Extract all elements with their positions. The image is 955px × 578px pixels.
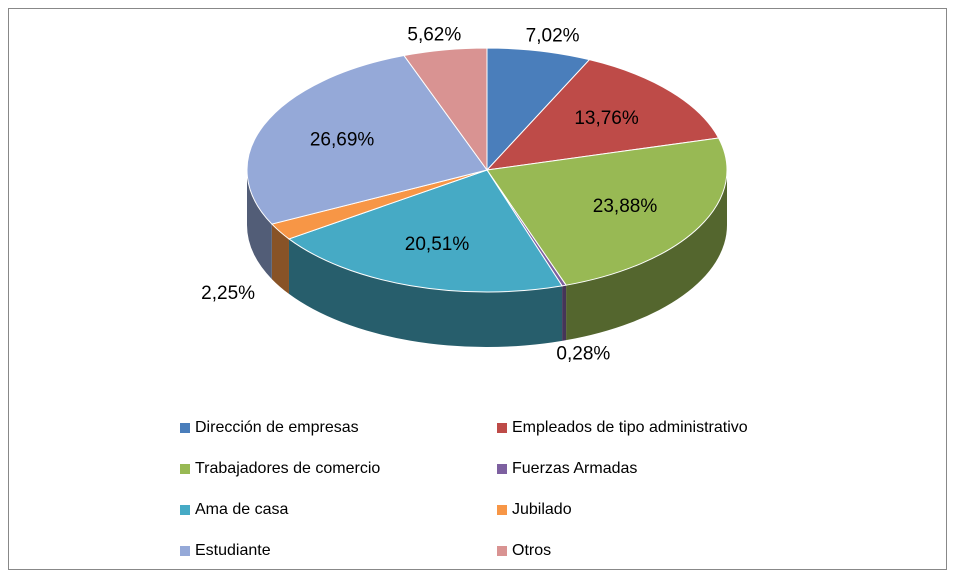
- legend-swatch: [497, 423, 507, 433]
- data-label: 26,69%: [310, 130, 375, 151]
- pie-slice: [486, 137, 728, 286]
- legend-swatch: [180, 505, 190, 515]
- pie-side: [271, 224, 289, 294]
- pie-side: [288, 238, 563, 347]
- legend-label: Estudiante: [195, 542, 271, 559]
- legend-label: Ama de casa: [195, 501, 288, 518]
- legend-swatch: [180, 546, 190, 556]
- data-label: 5,62%: [407, 24, 461, 45]
- legend-swatch: [180, 423, 190, 433]
- data-label: 20,51%: [405, 234, 470, 255]
- legend-swatch: [497, 464, 507, 474]
- data-label: 0,28%: [556, 343, 610, 364]
- data-label: 13,76%: [574, 108, 639, 129]
- data-label: 7,02%: [526, 26, 580, 47]
- pie-side: [247, 170, 272, 280]
- pie-slice: [486, 47, 591, 172]
- legend-label: Otros: [512, 542, 551, 559]
- data-label: 23,88%: [593, 196, 658, 217]
- legend-swatch: [180, 464, 190, 474]
- pie-slice: [287, 169, 563, 293]
- legend-swatch: [497, 505, 507, 515]
- data-label: 2,25%: [201, 283, 255, 304]
- pie-slice: [246, 54, 488, 225]
- legend-label: Dirección de empresas: [195, 419, 359, 436]
- legend-label: Fuerzas Armadas: [512, 460, 637, 477]
- legend-label: Trabajadores de comercio: [195, 460, 380, 477]
- pie-side: [562, 285, 567, 341]
- legend-label: Empleados de tipo administrativo: [512, 419, 748, 436]
- legend-swatch: [497, 546, 507, 556]
- pie-slice: [403, 47, 488, 172]
- pie-side: [566, 170, 727, 341]
- pie-slice: [485, 59, 720, 171]
- legend-label: Jubilado: [512, 501, 572, 518]
